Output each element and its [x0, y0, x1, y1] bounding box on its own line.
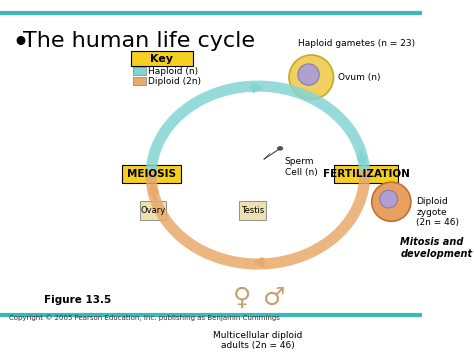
Text: Haploid (n): Haploid (n) — [147, 67, 198, 76]
Text: Diploid
zygote
(2n = 46): Diploid zygote (2n = 46) — [416, 197, 459, 227]
FancyBboxPatch shape — [334, 165, 399, 183]
Text: Copyright © 2005 Pearson Education, Inc. publishing as Benjamin Cummings: Copyright © 2005 Pearson Education, Inc.… — [9, 314, 280, 321]
Text: ♀: ♀ — [233, 286, 251, 310]
Ellipse shape — [277, 147, 283, 150]
Text: ♂: ♂ — [263, 286, 285, 310]
Text: FERTILIZATION: FERTILIZATION — [323, 169, 410, 179]
Text: MEIOSIS: MEIOSIS — [127, 169, 176, 179]
FancyBboxPatch shape — [140, 201, 166, 220]
Text: Ovum (n): Ovum (n) — [338, 73, 381, 82]
Text: The human life cycle: The human life cycle — [23, 31, 255, 51]
FancyBboxPatch shape — [122, 165, 182, 183]
FancyBboxPatch shape — [131, 51, 193, 66]
FancyBboxPatch shape — [239, 201, 266, 220]
Text: •: • — [12, 31, 28, 55]
Text: Diploid (2n): Diploid (2n) — [147, 77, 201, 86]
Circle shape — [372, 182, 411, 221]
Text: Multicellular diploid
adults (2n = 46): Multicellular diploid adults (2n = 46) — [213, 331, 302, 350]
Circle shape — [289, 55, 334, 99]
Text: Figure 13.5: Figure 13.5 — [45, 295, 112, 305]
Text: Ovary: Ovary — [140, 206, 165, 215]
Text: Testis: Testis — [241, 206, 264, 215]
Circle shape — [298, 64, 319, 85]
FancyBboxPatch shape — [133, 67, 146, 75]
Circle shape — [380, 190, 398, 208]
FancyBboxPatch shape — [133, 77, 146, 85]
Text: Key: Key — [150, 54, 173, 64]
Text: Mitosis and
development: Mitosis and development — [400, 237, 472, 259]
Text: Sperm
Cell (n): Sperm Cell (n) — [284, 157, 317, 177]
Text: Haploid gametes (n = 23): Haploid gametes (n = 23) — [298, 39, 415, 48]
